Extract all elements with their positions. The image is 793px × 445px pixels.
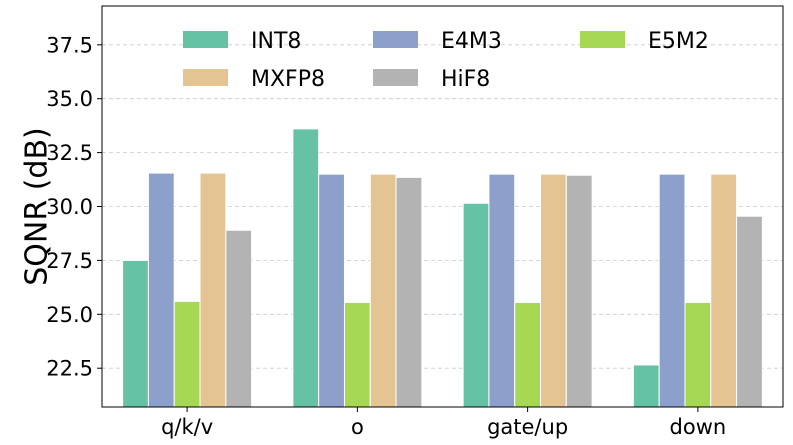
legend-label-int8: INT8 [251,29,301,54]
bar-e5m2-3 [684,301,712,408]
y-tick-label: 35.0 [46,87,93,111]
x-tick-label: q/k/v [161,415,213,439]
bar-e4m3-3 [658,173,686,408]
bar-hif8-2 [565,174,593,408]
y-tick-label: 27.5 [46,249,93,273]
bar-hif8-1 [395,176,423,408]
bar-e5m2-0 [173,300,201,408]
bar-hif8-0 [225,229,253,408]
y-tick-label: 32.5 [46,141,93,165]
legend-swatch-e5m2 [580,31,625,48]
y-axis-label: SQNR (dB) [20,127,55,286]
bar-int8-1 [292,128,320,408]
legend-label-mxfp8: MXFP8 [251,67,325,92]
y-tick-label: 37.5 [46,33,93,57]
y-tick-label: 25.0 [46,303,93,327]
y-axis: 22.5 25.0 27.5 30.0 32.5 35.0 37.5 [46,33,102,381]
bar-int8-3 [632,364,660,408]
x-tick-label: down [670,415,727,439]
x-tick-label: o [351,415,364,439]
legend-label-hif8: HiF8 [441,67,490,92]
bars [122,128,763,408]
legend-swatch-hif8 [373,69,418,86]
x-tick-label: gate/up [487,415,568,439]
bar-int8-2 [462,202,490,408]
bar-int8-0 [122,259,149,408]
x-axis: q/k/v o gate/up down [161,407,726,439]
legend-label-e4m3: E4M3 [441,29,502,54]
bar-mxfp8-3 [710,173,738,408]
y-tick-label: 30.0 [46,195,93,219]
y-tick-label: 22.5 [46,357,93,381]
bar-e4m3-1 [318,173,345,408]
bar-mxfp8-0 [199,172,227,408]
bar-e4m3-0 [147,172,175,408]
bar-e4m3-2 [488,173,516,408]
bar-mxfp8-2 [540,173,567,408]
legend-swatch-mxfp8 [183,69,228,86]
legend-swatch-int8 [183,31,228,48]
bar-e5m2-1 [343,301,371,408]
legend-swatch-e4m3 [373,31,418,48]
legend-label-e5m2: E5M2 [648,29,709,54]
bar-e5m2-2 [514,301,542,408]
bar-mxfp8-1 [369,173,397,408]
legend: INT8 E4M3 E5M2 MXFP8 HiF8 [183,29,709,92]
bar-hif8-3 [736,215,763,408]
